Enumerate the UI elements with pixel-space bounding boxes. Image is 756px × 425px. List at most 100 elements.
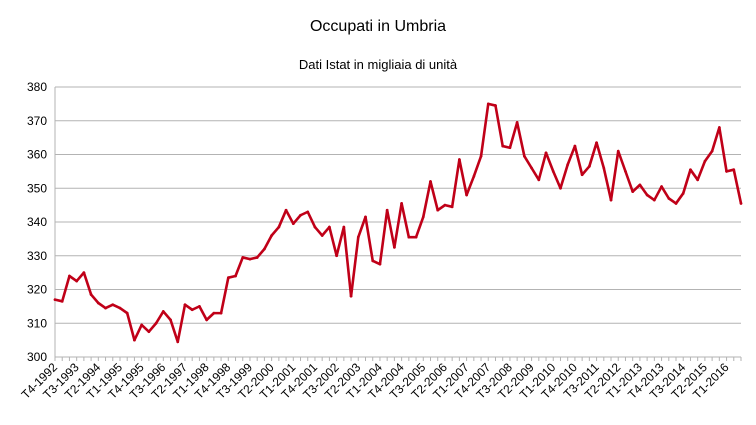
series-segment [60,274,71,303]
y-tick-label: 310 [27,316,47,330]
series-segment [421,180,432,219]
data-point [284,208,288,212]
series-segment [169,318,180,344]
data-point [508,146,512,150]
series-segment [653,185,663,202]
series-segment [335,225,346,258]
series-segment [299,210,310,217]
series-segment [349,235,360,298]
data-point [299,213,302,217]
y-tick-label: 370 [27,114,47,128]
data-point [212,311,216,315]
data-point [660,185,663,188]
data-point [53,298,57,301]
series-segment [616,149,627,173]
data-point [631,190,634,193]
series-segment [162,310,172,322]
data-point [125,311,129,315]
y-tick-label: 300 [27,350,47,364]
series-segment [559,163,569,190]
series-segment [660,185,671,200]
series-segment [450,158,461,209]
series-segment [320,225,331,237]
data-point [436,208,440,212]
data-point [696,178,699,182]
series-segment [306,210,317,229]
data-point [198,305,201,308]
series-segment [118,306,129,315]
data-point [653,198,656,202]
data-point [739,202,743,205]
series-segment [710,126,721,153]
series-segment [342,225,353,298]
data-point [378,262,382,266]
series-segment [291,213,302,225]
data-point [616,149,620,153]
data-point [349,294,353,298]
series-segment [104,303,115,310]
data-point [486,102,490,106]
series-segment [508,121,519,150]
data-point [472,175,476,178]
series-segment [681,168,692,195]
series-segment [400,202,411,239]
data-point [89,293,93,296]
axes [54,87,742,361]
data-point [559,186,562,190]
series-segment [154,310,165,325]
series-segment [530,166,541,182]
series-segment [544,151,555,173]
data-point [263,247,266,251]
series-segment [328,225,338,258]
data-point [328,225,331,229]
series-segment [609,149,620,202]
series-segment [645,193,656,202]
series-segment [68,274,78,283]
series-segment [588,141,598,168]
data-point [703,159,707,163]
data-point [133,338,136,342]
series-segment [580,165,591,177]
data-point [371,259,375,263]
data-point [140,323,143,327]
data-point [227,276,230,279]
data-point [97,301,100,305]
y-tick-label: 320 [27,283,47,297]
series-segment [479,102,490,158]
data-point [602,166,606,170]
series-segment [624,170,634,193]
data-point [68,274,71,278]
data-point [414,235,418,239]
data-point [537,178,541,182]
series-segment [393,202,403,249]
data-point [234,274,237,278]
data-point [530,166,533,170]
data-point [609,198,613,202]
data-point [573,144,577,148]
data-point [393,246,396,249]
series-segment [234,256,245,278]
y-tick-label: 330 [27,249,47,263]
series-segment [356,215,367,239]
series-segment [638,183,649,197]
data-point [147,330,151,333]
data-point [681,192,685,195]
data-point [638,183,642,187]
data-point [75,279,78,283]
series-segment [732,168,743,205]
series-segment [125,311,136,342]
series-segment [703,149,714,163]
series-segment [472,154,483,178]
series-segment [436,203,447,212]
series-segment [551,170,562,190]
data-point [364,215,367,219]
data-point [429,180,432,183]
series-segment [198,305,208,322]
data-point [566,163,569,166]
series-segment [494,104,505,148]
data-point [270,234,273,237]
series-segment [515,121,526,158]
series-segment [566,144,577,166]
series-segment [270,225,281,237]
series-segment [595,141,606,170]
